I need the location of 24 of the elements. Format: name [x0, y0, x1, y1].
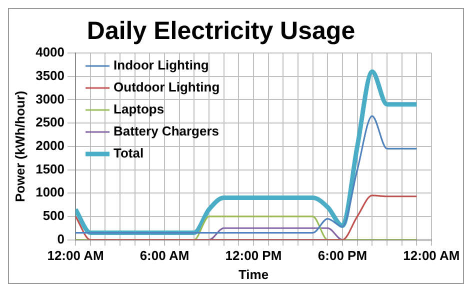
y-tick-label: 0: [57, 231, 65, 246]
line-series: [76, 194, 418, 240]
legend-label: Laptops: [114, 102, 164, 117]
y-axis-title: Power (kWh/hour): [12, 90, 28, 202]
legend-label: Total: [114, 146, 144, 161]
y-tick-label: 3500: [36, 68, 65, 83]
x-axis-title: Time: [238, 266, 269, 282]
x-tick-label: 6:00 AM: [140, 248, 190, 264]
legend-label: Outdoor Lighting: [114, 80, 220, 95]
y-tick-label: 1500: [36, 161, 65, 176]
y-tick-label: 3000: [36, 91, 65, 106]
legend-label: Battery Chargers: [114, 124, 220, 139]
x-tick-label: 12:00 AM: [47, 248, 104, 264]
y-tick-label: 4000: [36, 44, 65, 60]
legend-label: Indoor Lighting: [114, 58, 209, 73]
y-tick-label: 2000: [36, 138, 65, 153]
chart-title: Daily Electricity Usage: [86, 16, 356, 45]
x-tick-label: 12:00 AM: [403, 248, 460, 264]
y-tick-label: 500: [42, 208, 65, 224]
x-tick-label: 6:00 PM: [318, 248, 368, 264]
y-tick-label: 1000: [36, 184, 65, 200]
line-series: [76, 115, 418, 234]
x-tick-label: 12:00 PM: [225, 248, 282, 264]
y-tick-label: 2500: [36, 114, 65, 130]
